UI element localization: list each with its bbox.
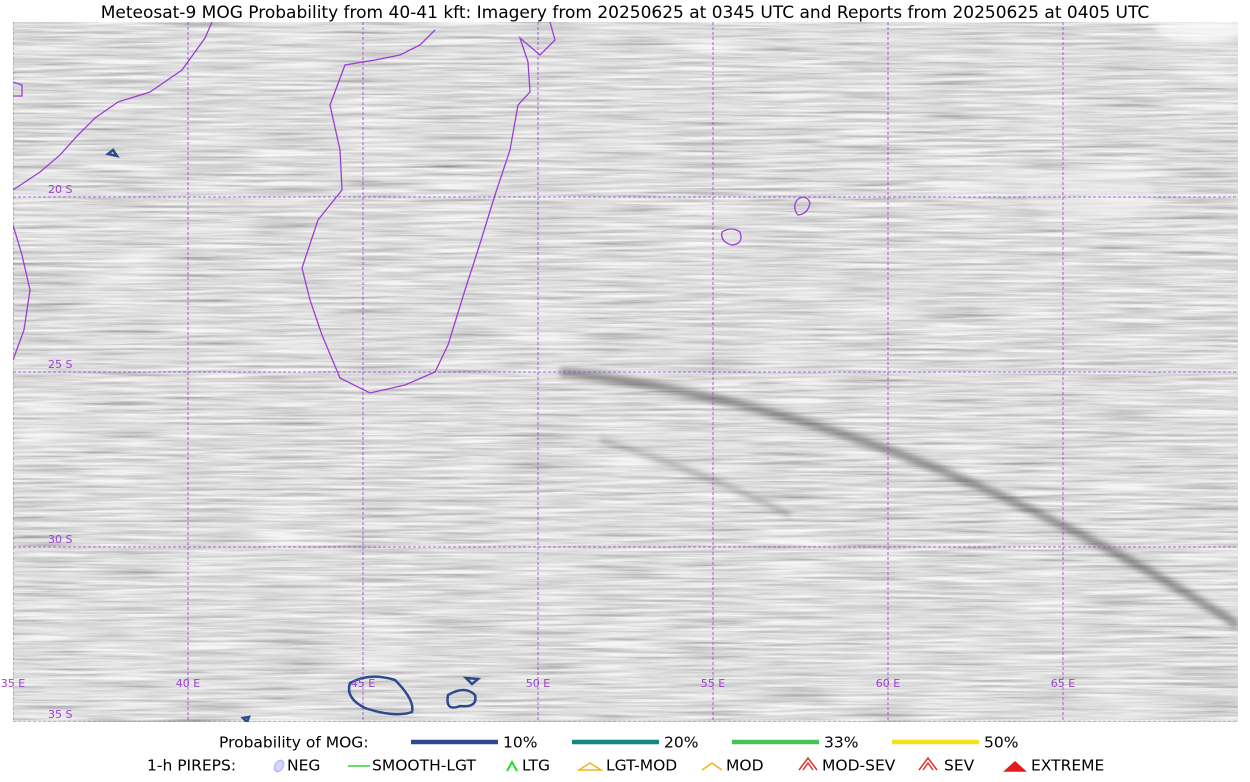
africa-coast (13, 22, 213, 191)
pirep-label: EXTREME (1031, 757, 1104, 775)
legend-label: 50% (984, 734, 1018, 752)
legend: Probability of MOG: 1-h PIREPS: 10% 20% 33… (147, 734, 1104, 775)
title: Meteosat-9 MOG Probability from 40-41 kf… (101, 3, 1150, 23)
lon-label: 50 E (526, 677, 550, 690)
contour-10 (347, 675, 414, 716)
lon-label: 65 E (1051, 677, 1075, 690)
lat-label: 25 S (48, 358, 72, 371)
cloud (940, 165, 1060, 195)
graticule (13, 22, 1238, 722)
icon-mod-sev (798, 756, 818, 771)
icon-ltg (506, 759, 518, 772)
reunion-coast (721, 228, 742, 246)
pirep-label: LTG (522, 757, 550, 775)
pirep-icons (273, 756, 1027, 773)
icon-neg (273, 759, 285, 773)
legend-title: Probability of MOG: (219, 734, 369, 752)
africa-coast (13, 224, 31, 361)
geo-labels: 35 E 40 E 45 E 50 E 55 E 60 E 65 E 20 S 25 S 30 S… (1, 183, 1075, 721)
contour-10 (462, 676, 482, 686)
pirep-label: MOD-SEV (822, 757, 896, 775)
icon-lgt-mod (576, 762, 604, 771)
icon-sev (918, 756, 938, 771)
legend-label: 20% (664, 734, 698, 752)
lon-label: 45 E (351, 677, 375, 690)
pirep-label: SMOOTH-LGT (372, 757, 476, 775)
dark-streak (599, 437, 792, 518)
legend-label: 33% (824, 734, 858, 752)
mog-contours (105, 148, 482, 722)
dark-streak (559, 367, 1238, 629)
lat-label: 20 S (48, 183, 72, 196)
lon-label: 35 E (1, 677, 25, 690)
contour-10 (105, 148, 120, 158)
island-coast (13, 81, 23, 97)
pirep-label: SEV (944, 757, 975, 775)
cloud (1155, 22, 1238, 42)
icon-mod (701, 762, 723, 771)
lat-label: 30 S (48, 533, 72, 546)
lat-label: 35 S (48, 708, 72, 721)
pireps-title: 1-h PIREPS: (147, 757, 236, 775)
icon-extreme (1003, 760, 1027, 772)
legend-label: 10% (503, 734, 537, 752)
lon-label: 55 E (701, 677, 725, 690)
pirep-label: LGT-MOD (606, 757, 677, 775)
coastlines (13, 22, 811, 394)
lon-label: 60 E (876, 677, 900, 690)
mauritius-coast (794, 196, 811, 216)
lon-label: 40 E (176, 677, 200, 690)
madagascar-coast (301, 22, 556, 394)
map (13, 22, 1238, 722)
contour-10 (240, 715, 251, 722)
contour-10 (446, 688, 477, 709)
pirep-label: NEG (287, 757, 320, 775)
pirep-label: MOD (726, 757, 764, 775)
